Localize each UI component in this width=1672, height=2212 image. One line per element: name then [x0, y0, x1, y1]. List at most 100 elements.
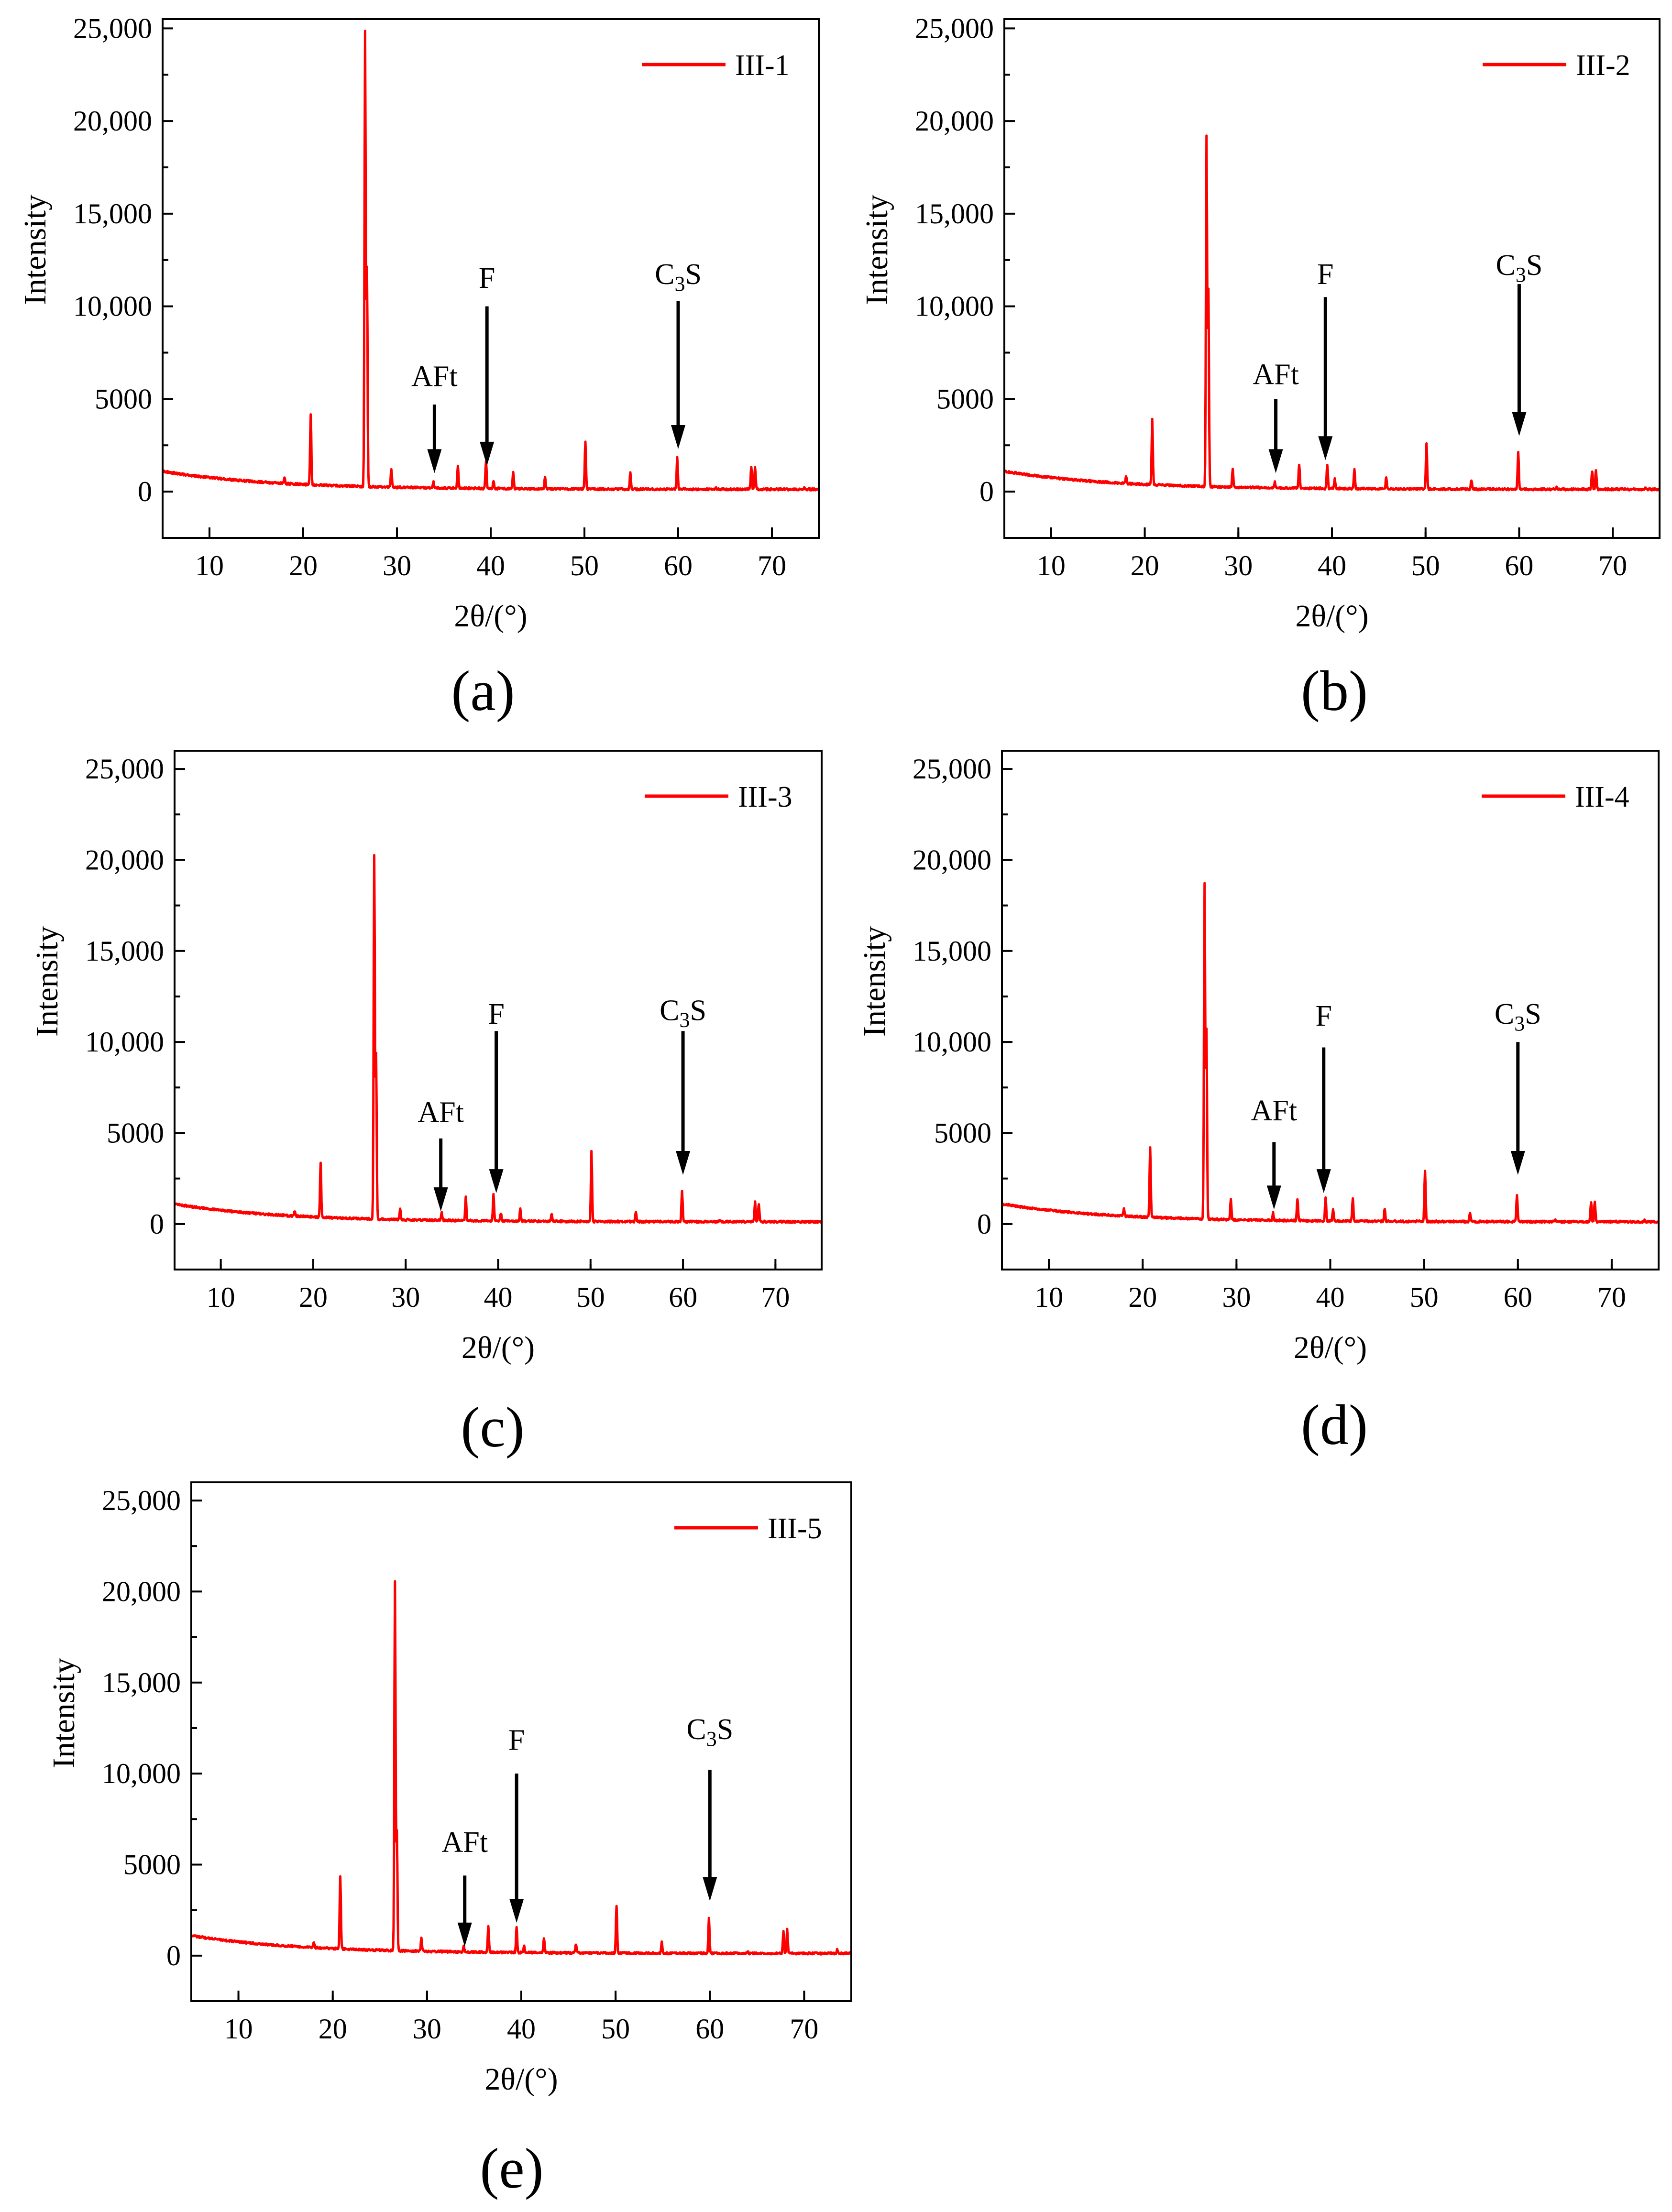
xrd-series-line: [163, 30, 819, 492]
xrd-series-line: [1002, 882, 1659, 1224]
annotation-label: F: [1317, 258, 1333, 291]
x-tick-label: 10: [1034, 1281, 1063, 1313]
x-tick-label: 30: [383, 550, 411, 581]
x-tick-label: 20: [1128, 1281, 1157, 1313]
x-tick-label: 60: [669, 1281, 697, 1313]
y-tick-label: 20,000: [73, 105, 152, 137]
annotation-f: F: [479, 262, 495, 466]
y-axis-title: Intensity: [18, 195, 53, 305]
annotation-label: AFt: [1251, 1095, 1297, 1127]
annotation-arrow-head: [433, 1187, 448, 1212]
y-tick-label: 25,000: [73, 12, 152, 44]
annotation-arrow-head: [1268, 449, 1283, 473]
x-tick-label: 70: [790, 2013, 818, 2045]
annotation-arrow-head: [427, 449, 442, 473]
x-tick-label: 40: [507, 2013, 536, 2045]
x-tick-label: 40: [476, 550, 505, 581]
annotation-label: F: [479, 262, 495, 295]
annotation-label: AFt: [411, 360, 457, 393]
x-tick-label: 70: [758, 550, 786, 581]
panel-label: (c): [461, 1395, 524, 1459]
y-tick-label: 5000: [934, 1117, 991, 1149]
y-tick-label: 5000: [123, 1849, 181, 1880]
x-tick-label: 60: [695, 2013, 724, 2045]
annotation-label: F: [1316, 1000, 1332, 1032]
x-tick-label: 70: [1598, 550, 1627, 581]
annotation-label: C3S: [655, 258, 702, 296]
y-tick-label: 10,000: [915, 291, 994, 322]
x-tick-label: 50: [576, 1281, 605, 1313]
x-tick-label: 10: [1037, 550, 1066, 581]
y-tick-label: 15,000: [73, 198, 152, 230]
x-axis-title: 2θ/(°): [1295, 599, 1368, 634]
y-tick-label: 0: [166, 1940, 181, 1971]
y-tick-label: 20,000: [913, 844, 991, 876]
y-tick-label: 20,000: [915, 105, 994, 137]
annotation-label-tail: S: [1525, 998, 1541, 1030]
y-tick-label: 10,000: [102, 1758, 181, 1789]
x-tick-label: 50: [1410, 1281, 1439, 1313]
y-tick-label: 0: [150, 1208, 164, 1240]
y-tick-label: 20,000: [102, 1576, 181, 1607]
annotation-arrow-head: [703, 1877, 717, 1901]
annotation-arrow-head: [676, 1151, 691, 1175]
x-tick-label: 50: [1411, 550, 1440, 581]
x-tick-label: 30: [391, 1281, 420, 1313]
panel-label: (e): [480, 2136, 543, 2200]
y-tick-label: 15,000: [913, 935, 991, 967]
x-tick-label: 40: [1316, 1281, 1345, 1313]
x-axis-title: 2θ/(°): [484, 2062, 558, 2097]
annotation-c3s: C3S: [1495, 998, 1541, 1175]
annotation-label-subscript: 3: [1514, 1012, 1525, 1035]
annotation-label-tail: S: [1526, 249, 1542, 282]
chart-panel-1: 10 20 30 40 50 60 70 0 5000 10,000 15,000 20,000 25,…: [18, 12, 820, 723]
annotation-aft: AFt: [411, 360, 458, 473]
y-tick-label: 25,000: [913, 753, 991, 785]
x-tick-label: 70: [761, 1281, 790, 1313]
legend-label: III-2: [1576, 49, 1630, 82]
annotation-arrow-head: [1318, 436, 1333, 460]
x-tick-label: 30: [1224, 550, 1253, 581]
x-tick-label: 20: [289, 550, 318, 581]
y-tick-label: 10,000: [73, 291, 152, 322]
y-axis-title: Intensity: [857, 926, 892, 1037]
x-tick-label: 20: [1131, 550, 1159, 581]
annotation-label: AFt: [1253, 358, 1298, 391]
annotation-c3s: C3S: [1496, 249, 1542, 436]
annotation-label-main: C: [686, 1713, 706, 1746]
annotation-arrow-head: [1316, 1169, 1331, 1194]
annotation-label: C3S: [1495, 998, 1541, 1035]
legend-label: III-3: [738, 781, 792, 813]
panel-label: (a): [451, 659, 515, 723]
annotation-label-subscript: 3: [1516, 263, 1526, 286]
y-axis-title: Intensity: [30, 926, 65, 1037]
panel-label: (d): [1301, 1393, 1368, 1456]
annotation-arrow-head: [480, 441, 495, 466]
x-tick-label: 30: [413, 2013, 441, 2045]
annotation-label: AFt: [418, 1096, 463, 1129]
annotation-f: F: [508, 1724, 525, 1923]
annotation-arrow-head: [671, 425, 685, 449]
annotation-arrow-head: [1266, 1185, 1281, 1210]
annotation-arrow-head: [457, 1922, 472, 1947]
annotation-label-subscript: 3: [674, 272, 685, 296]
annotation-aft: AFt: [418, 1096, 464, 1212]
annotation-arrow-head: [1510, 1151, 1525, 1175]
annotation-label-subscript: 3: [680, 1008, 690, 1031]
x-tick-label: 70: [1597, 1281, 1626, 1313]
x-tick-label: 20: [299, 1281, 328, 1313]
annotation-label-main: C: [1496, 249, 1516, 282]
annotation-arrow-head: [509, 1899, 524, 1923]
y-tick-label: 5000: [107, 1117, 164, 1149]
y-tick-label: 25,000: [102, 1485, 181, 1516]
annotation-label: C3S: [660, 994, 706, 1031]
annotation-label: F: [508, 1724, 525, 1757]
annotation-arrow-head: [1512, 412, 1527, 436]
y-tick-label: 15,000: [915, 198, 994, 230]
xrd-series-line: [1004, 134, 1660, 492]
x-tick-label: 30: [1222, 1281, 1251, 1313]
y-tick-label: 5000: [936, 383, 994, 415]
x-tick-label: 60: [1505, 550, 1533, 581]
y-axis-title: Intensity: [859, 195, 894, 305]
